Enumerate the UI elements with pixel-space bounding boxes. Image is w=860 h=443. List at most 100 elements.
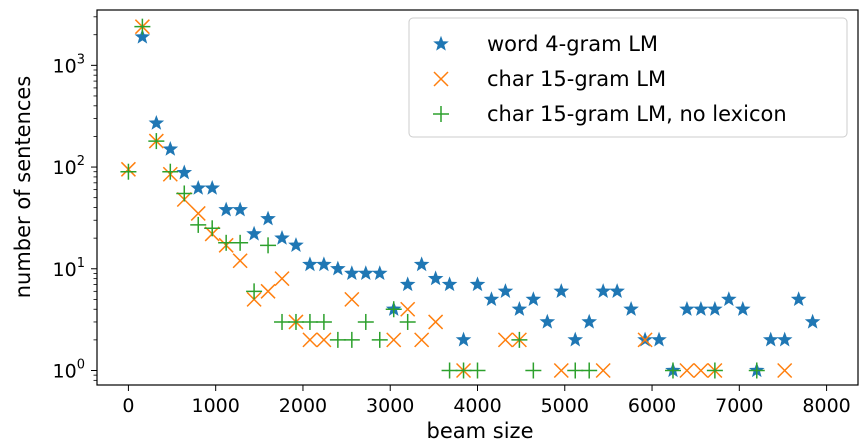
data-point-star bbox=[260, 210, 276, 226]
data-point-x bbox=[302, 332, 318, 348]
y-tick-label: 103 bbox=[53, 52, 85, 77]
x-stroke bbox=[232, 253, 248, 269]
data-point-star bbox=[525, 291, 542, 307]
x-stroke bbox=[679, 362, 695, 379]
data-point-star bbox=[316, 256, 332, 272]
data-point-x bbox=[246, 291, 262, 307]
data-point-star bbox=[623, 301, 639, 316]
data-point-plus bbox=[455, 362, 472, 379]
data-points bbox=[120, 18, 821, 379]
data-point-plus bbox=[343, 331, 360, 348]
data-point-star bbox=[176, 164, 193, 180]
data-point-plus bbox=[134, 18, 151, 35]
y-tick-label: 100 bbox=[53, 357, 85, 382]
x-axis-label: beam size bbox=[427, 419, 534, 443]
data-point-x bbox=[497, 332, 513, 348]
data-point-star bbox=[707, 301, 723, 316]
data-point-star bbox=[762, 331, 779, 347]
data-point-plus bbox=[581, 362, 598, 379]
x-tick-label: 6000 bbox=[628, 395, 676, 417]
data-point-star bbox=[497, 283, 514, 298]
x-tick-label: 5000 bbox=[541, 395, 589, 417]
data-point-star bbox=[246, 225, 262, 241]
x-stroke bbox=[190, 205, 206, 221]
data-point-x bbox=[553, 362, 569, 379]
y-axis-ticks: 100 101 102 103 bbox=[53, 16, 97, 382]
data-point-star bbox=[693, 301, 709, 316]
x-stroke bbox=[400, 301, 416, 317]
legend: word 4-gram LM char 15-gram LM char 15-gra… bbox=[408, 17, 848, 138]
x-tick-label: 4000 bbox=[453, 395, 501, 417]
x-tick-label: 0 bbox=[122, 395, 134, 417]
data-point-star bbox=[190, 179, 207, 195]
data-point-star bbox=[204, 179, 220, 195]
x-stroke bbox=[302, 332, 318, 348]
data-point-plus bbox=[706, 362, 723, 379]
data-point-x bbox=[679, 362, 695, 379]
data-point-star bbox=[609, 283, 625, 298]
data-point-plus bbox=[260, 237, 277, 254]
legend-box bbox=[408, 17, 848, 138]
legend-label-2: char 15-gram LM bbox=[487, 67, 666, 91]
data-point-star bbox=[483, 291, 500, 307]
data-point-plus bbox=[469, 362, 486, 379]
x-stroke bbox=[414, 332, 430, 348]
data-point-plus bbox=[162, 163, 179, 180]
data-point-star bbox=[679, 301, 695, 316]
data-point-star bbox=[427, 270, 444, 286]
x-stroke bbox=[386, 332, 402, 348]
x-tick-label: 7000 bbox=[715, 395, 763, 417]
data-point-star bbox=[790, 291, 807, 307]
data-point-star bbox=[455, 331, 472, 347]
x-stroke bbox=[246, 291, 262, 307]
data-point-star bbox=[218, 201, 234, 217]
data-point-plus bbox=[525, 362, 542, 379]
x-stroke bbox=[260, 283, 276, 299]
y-tick-label: 102 bbox=[53, 154, 85, 179]
x-stroke bbox=[433, 71, 449, 87]
x-tick-label: 2000 bbox=[279, 395, 327, 417]
data-point-star bbox=[581, 313, 598, 329]
data-point-plus bbox=[190, 216, 207, 233]
legend-marker-2 bbox=[433, 71, 449, 87]
data-point-star bbox=[330, 260, 346, 276]
data-point-plus bbox=[274, 313, 291, 330]
data-point-star bbox=[469, 276, 486, 292]
data-point-plus bbox=[218, 234, 235, 251]
x-stroke bbox=[316, 332, 332, 348]
data-point-plus bbox=[148, 133, 165, 150]
x-stroke bbox=[637, 332, 653, 348]
data-point-x bbox=[260, 283, 276, 299]
x-tick-label: 1000 bbox=[192, 395, 240, 417]
data-point-star bbox=[232, 201, 248, 217]
data-point-star bbox=[539, 313, 556, 329]
data-point-plus bbox=[664, 362, 681, 379]
data-point-star bbox=[134, 28, 151, 44]
data-point-plus bbox=[315, 313, 332, 330]
data-point-star bbox=[511, 301, 528, 316]
x-axis-ticks: 0 1000 2000 3000 4000 5000 6000 7000 8000 bbox=[122, 385, 851, 417]
data-point-plus bbox=[357, 313, 374, 330]
data-point-x bbox=[637, 332, 653, 348]
data-point-x bbox=[190, 205, 206, 221]
data-point-star bbox=[162, 140, 179, 156]
data-point-star bbox=[274, 229, 290, 245]
data-point-star bbox=[804, 313, 821, 329]
data-point-plus bbox=[329, 331, 346, 348]
y-tick-label: 101 bbox=[53, 256, 85, 281]
y-axis-label: number of sentences bbox=[11, 76, 35, 299]
data-point-star bbox=[776, 331, 793, 347]
data-point-plus bbox=[371, 331, 388, 348]
data-point-plus bbox=[399, 313, 416, 330]
data-point-x bbox=[595, 362, 611, 379]
data-point-plus bbox=[567, 362, 584, 379]
data-point-plus bbox=[511, 331, 528, 348]
data-point-plus bbox=[204, 220, 221, 237]
legend-label-1: word 4-gram LM bbox=[487, 32, 658, 56]
x-stroke bbox=[595, 362, 611, 379]
data-point-star bbox=[595, 283, 611, 298]
legend-label-3: char 15-gram LM, no lexicon bbox=[487, 102, 787, 126]
data-point-star bbox=[288, 237, 304, 252]
data-point-x bbox=[232, 253, 248, 269]
